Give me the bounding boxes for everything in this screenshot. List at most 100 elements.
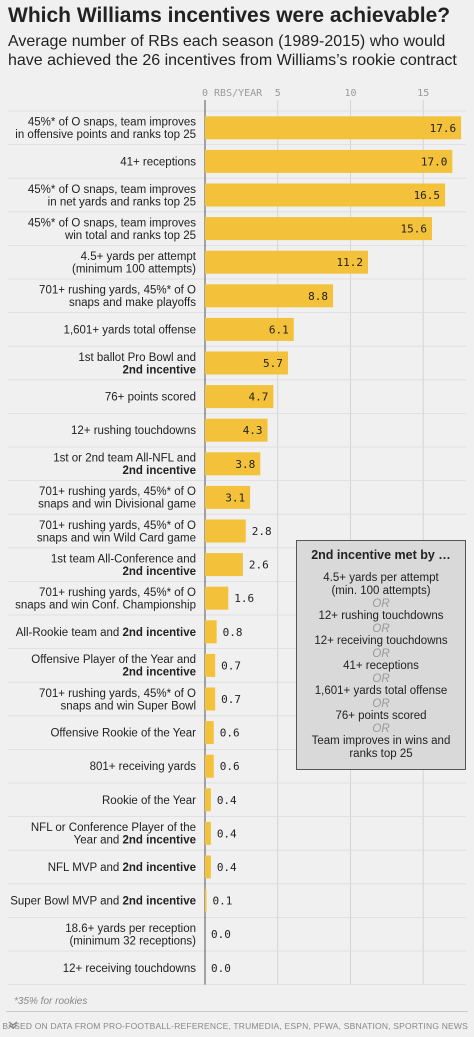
- bar-value-label: 0.4: [217, 861, 237, 874]
- bar: [205, 553, 243, 577]
- incentive-condition: 76+ points scored: [335, 710, 427, 722]
- bar-value-label: 3.1: [225, 491, 245, 504]
- fivethirtyeight-logo-icon: [8, 1021, 18, 1029]
- bar: [205, 620, 217, 644]
- incentive-box: 2nd incentive met by … 4.5+ yards per at…: [296, 540, 466, 770]
- bar: [205, 687, 216, 711]
- bar-value-label: 1.6: [234, 592, 254, 605]
- bar: [205, 418, 268, 442]
- bar-value-label: 6.1: [269, 323, 289, 336]
- category-label: 45%* of O snaps, team improves in offensi…: [15, 117, 196, 142]
- bar: [205, 250, 368, 274]
- category-label: 12+ receiving touchdowns: [63, 963, 197, 975]
- incentive-condition: 12+ rushing touchdowns: [318, 610, 444, 622]
- category-label: 1st or 2nd team All-NFL and 2nd incentive: [53, 453, 196, 478]
- category-label: 41+ receptions: [120, 156, 196, 168]
- x-tick-label: 15: [417, 88, 429, 99]
- bar: [205, 519, 246, 543]
- chart-subtitle: Average number of RBs each season (1989-…: [8, 33, 457, 69]
- bar-value-label: 15.6: [400, 223, 427, 236]
- bar: [205, 317, 294, 341]
- category-label: 1st ballot Pro Bowl and 2nd incentive: [78, 352, 196, 377]
- bar-value-label: 3.8: [235, 458, 255, 471]
- incentive-condition: 4.5+ yards per attempt (min. 100 attempt…: [323, 572, 439, 597]
- category-label: NFL MVP and 2nd incentive: [48, 862, 196, 874]
- footnote: *35% for rookies: [14, 996, 88, 1007]
- bar-value-label: 4.7: [249, 391, 269, 404]
- category-label: 45%* of O snaps, team improves win total …: [28, 217, 196, 242]
- incentive-or-separator: OR: [372, 723, 390, 735]
- bar: [205, 217, 432, 241]
- category-label: Super Bowl MVP and 2nd incentive: [10, 896, 196, 908]
- bar-value-label: 11.2: [336, 256, 363, 269]
- bar-value-label: 8.8: [308, 290, 328, 303]
- bar: [205, 889, 207, 913]
- bar: [205, 284, 334, 308]
- x-tick-label: 10: [344, 88, 356, 99]
- incentive-condition: Team improves in wins and ranks top 25: [311, 735, 451, 760]
- bar: [205, 788, 211, 812]
- incentive-condition: 12+ receiving touchdowns: [314, 635, 448, 647]
- bar-value-label: 0.8: [223, 626, 243, 639]
- category-label: 4.5+ yards per attempt (minimum 100 attem…: [72, 251, 197, 276]
- bar-value-label: 2.6: [249, 559, 269, 572]
- bar: [205, 149, 453, 173]
- bar-value-label: 0.4: [217, 827, 237, 840]
- footer-divider: [6, 1011, 468, 1012]
- incentive-or-separator: OR: [372, 673, 390, 685]
- bar-value-label: 0.6: [220, 760, 240, 773]
- category-label: 18.6+ yards per reception (minimum 32 rec…: [65, 923, 196, 948]
- bar-value-label: 0.4: [217, 794, 237, 807]
- bar: [205, 721, 214, 745]
- bar-value-label: 16.5: [414, 189, 441, 202]
- bar: [205, 821, 211, 845]
- bar-value-label: 0.6: [220, 727, 240, 740]
- incentive-condition: 41+ receptions: [343, 660, 419, 672]
- bar-chart: 0 RBS/YEAR 5 10 15 17.6 45%* of O snaps, team…: [8, 88, 466, 985]
- bar: [205, 855, 211, 879]
- bar: [205, 385, 274, 409]
- incentive-condition: 1,601+ yards total offense: [314, 685, 448, 697]
- bar-value-label: 0.7: [221, 659, 241, 672]
- bar-value-label: 17.6: [430, 122, 457, 135]
- bar: [205, 116, 462, 140]
- x-tick-label: 0 RBS/YEAR: [202, 88, 263, 99]
- incentive-or-separator: OR: [372, 623, 390, 635]
- x-tick-label: 5: [275, 88, 281, 99]
- chart-title: Which Williams incentives were achievabl…: [8, 4, 451, 27]
- bar: [205, 351, 288, 375]
- bar-value-label: 2.8: [252, 525, 272, 538]
- bar: [205, 183, 446, 207]
- bar-value-label: 0.0: [211, 962, 231, 975]
- bar-value-label: 0.1: [212, 895, 232, 908]
- category-label: 12+ rushing touchdowns: [71, 425, 196, 437]
- bar: [205, 452, 261, 476]
- incentive-box-heading: 2nd incentive met by …: [311, 548, 451, 562]
- category-label: Offensive Rookie of the Year: [50, 728, 196, 740]
- category-label: All-Rookie team and 2nd incentive: [16, 627, 196, 639]
- bar: [205, 586, 229, 610]
- source-note: BASED ON DATA FROM PRO-FOOTBALL-REFERENC…: [2, 1021, 468, 1031]
- category-label: Rookie of the Year: [102, 795, 196, 807]
- bar: [205, 754, 214, 778]
- category-label: Offensive Player of the Year and 2nd ince…: [31, 654, 196, 679]
- bar-value-label: 4.3: [243, 424, 263, 437]
- category-label: NFL or Conference Player of the Year and …: [31, 822, 196, 847]
- incentive-or-separator: OR: [372, 648, 390, 660]
- category-label: 1,601+ yards total offense: [64, 324, 196, 336]
- bar-value-label: 0.0: [211, 928, 231, 941]
- category-label: 1st team All-Conference and 2nd incentive: [51, 553, 196, 578]
- category-label: 76+ points scored: [105, 392, 196, 404]
- bar-value-label: 5.7: [263, 357, 283, 370]
- incentive-or-separator: OR: [372, 598, 390, 610]
- category-label: 45%* of O snaps, team improves in net yar…: [28, 184, 196, 209]
- bar-value-label: 17.0: [421, 155, 448, 168]
- category-label: 801+ receiving yards: [90, 761, 197, 773]
- bar: [205, 653, 216, 677]
- incentive-or-separator: OR: [372, 698, 390, 710]
